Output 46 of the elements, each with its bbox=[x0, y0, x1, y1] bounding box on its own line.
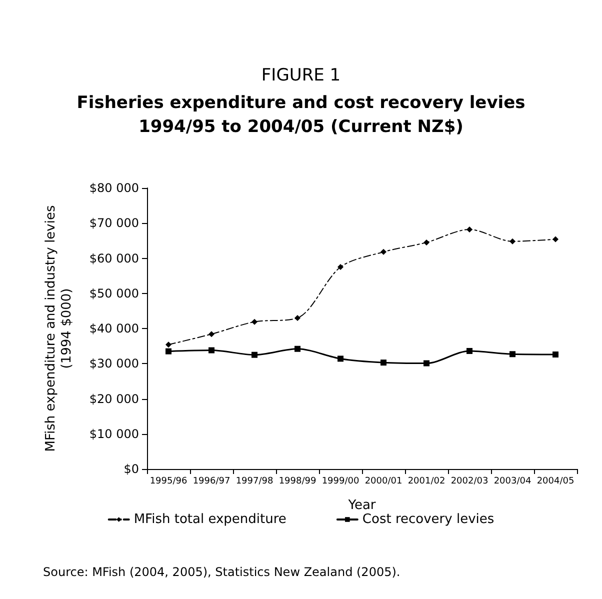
x-tick-label: 1996/97 bbox=[192, 476, 230, 486]
x-axis-title: Year bbox=[347, 498, 376, 513]
chart-title: FIGURE 1 bbox=[261, 66, 341, 86]
point bbox=[424, 239, 430, 246]
point bbox=[338, 356, 344, 362]
point bbox=[208, 347, 214, 354]
legend-label: MFish total expenditure bbox=[134, 512, 286, 527]
point bbox=[338, 264, 344, 270]
point bbox=[380, 360, 386, 366]
point bbox=[294, 346, 300, 352]
y-tick-label: $20 000 bbox=[89, 392, 139, 406]
y-tick-label: $0 bbox=[124, 462, 139, 476]
x-tick-label: 2001/02 bbox=[408, 476, 446, 486]
chart-subtitle: Fisheries expenditure and cost recovery levies 1994/95 to 2004/05 (Current NZ$) bbox=[76, 93, 526, 137]
x-tick-label: 1995/96 bbox=[150, 476, 188, 486]
y-tick-label: $50 000 bbox=[89, 286, 139, 300]
x-tick-label: 2000/01 bbox=[364, 476, 402, 486]
point bbox=[380, 248, 386, 255]
point bbox=[552, 236, 558, 242]
y-tick-label: $80 000 bbox=[89, 181, 139, 195]
y-tick-label: $40 000 bbox=[89, 322, 139, 336]
point bbox=[166, 348, 172, 354]
point bbox=[252, 318, 258, 325]
point bbox=[208, 331, 214, 338]
x-tick-label: 1998/99 bbox=[278, 476, 316, 486]
y-tick-label: $70 000 bbox=[89, 216, 139, 230]
x-tick-label: 2002/03 bbox=[450, 476, 488, 486]
x-tick-label: 2004/05 bbox=[536, 476, 574, 486]
y-tick-label: $30 000 bbox=[89, 356, 139, 371]
point bbox=[166, 342, 172, 348]
point bbox=[510, 351, 516, 358]
point bbox=[252, 352, 258, 358]
point bbox=[294, 314, 300, 321]
point bbox=[552, 351, 558, 358]
x-tick-label: 1999/00 bbox=[322, 476, 360, 486]
y-tick-label: $10 000 bbox=[89, 426, 139, 441]
x-tick-label: 1997/98 bbox=[236, 476, 274, 486]
point bbox=[510, 238, 516, 244]
point bbox=[466, 348, 472, 354]
legend-label: Cost recovery levies bbox=[362, 512, 494, 527]
point bbox=[466, 226, 472, 232]
x-tick-label: 2003/04 bbox=[494, 476, 532, 486]
point bbox=[424, 360, 430, 366]
y-axis-title: MFish expenditure and industry levies (1994 $000) bbox=[44, 205, 74, 452]
y-tick-label: $60 000 bbox=[89, 251, 139, 266]
source-note: Source: MFish (2004, 2005), Statistics New Zealand (2005). bbox=[43, 565, 400, 579]
